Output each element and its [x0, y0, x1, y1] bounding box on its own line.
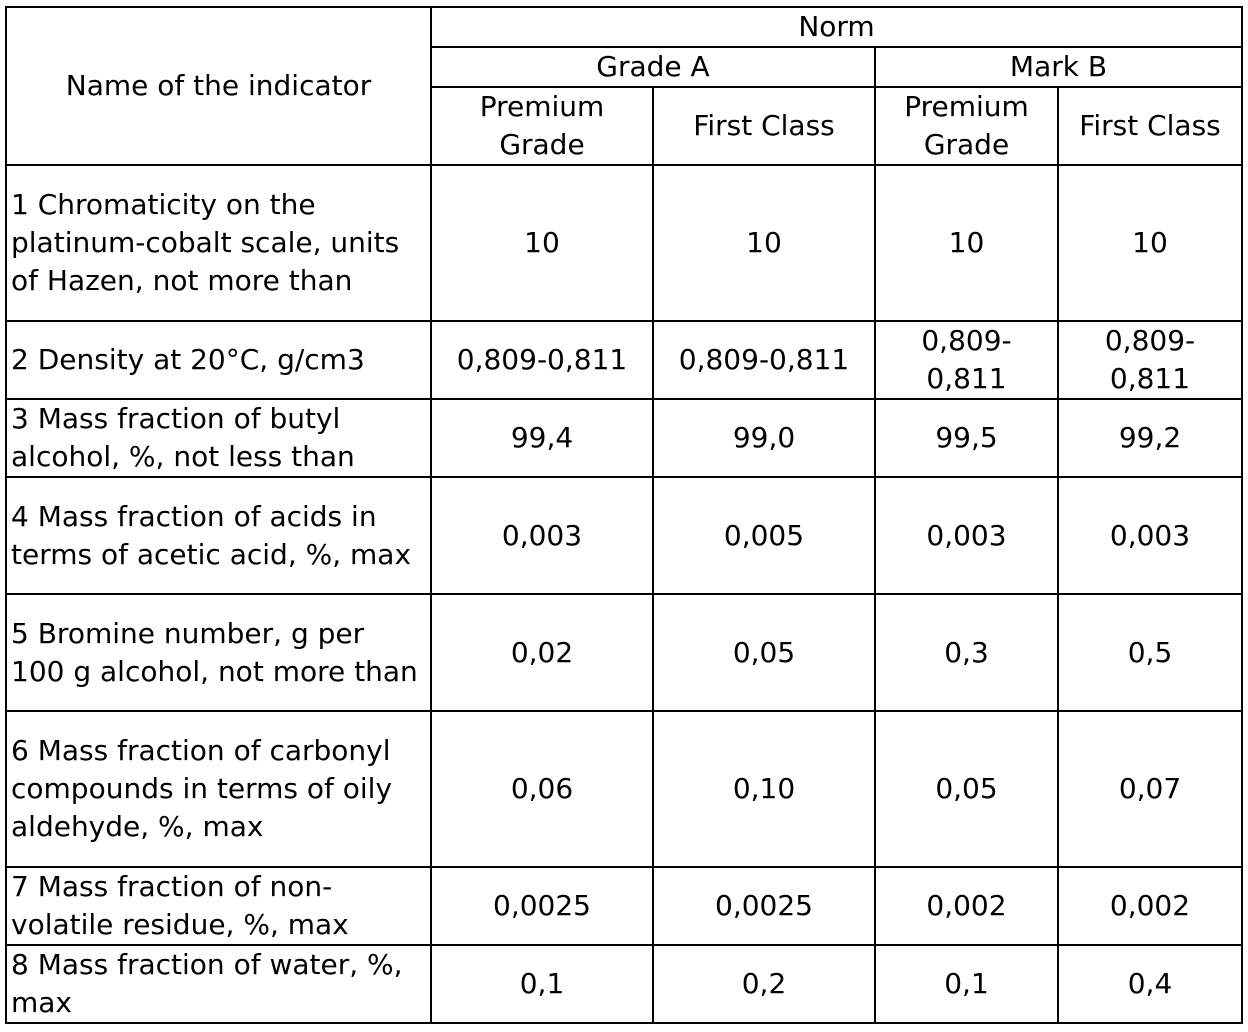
indicator-cell: 4 Mass fraction of acids in terms of ace…: [5, 476, 432, 595]
value-cell: 0,809-0,811: [874, 320, 1059, 400]
value-cell: 0,809-0,811: [652, 320, 876, 400]
value-cell: 0,002: [874, 866, 1059, 946]
table-row: 1 Chromaticity on the platinum-cobalt sc…: [5, 164, 1243, 322]
value-cell: 0,02: [430, 593, 654, 712]
indicator-cell: 2 Density at 20°C, g/cm3: [5, 320, 432, 400]
grade-a-header: Grade A: [430, 46, 876, 88]
value-cell: 0,2: [652, 944, 876, 1024]
value-cell: 10: [1057, 164, 1243, 322]
grade-a-premium-header: Premium Grade: [430, 86, 654, 166]
value-cell: 10: [874, 164, 1059, 322]
value-cell: 0,07: [1057, 710, 1243, 868]
mark-b-first-class-header: First Class: [1057, 86, 1243, 166]
value-cell: 99,2: [1057, 398, 1243, 478]
value-cell: 0,809-0,811: [430, 320, 654, 400]
value-cell: 10: [652, 164, 876, 322]
indicator-cell: 7 Mass fraction of non-volatile residue,…: [5, 866, 432, 946]
value-cell: 99,4: [430, 398, 654, 478]
table-row: 7 Mass fraction of non-volatile residue,…: [5, 866, 1243, 946]
header-row-groups: Grade A Mark B: [6, 46, 1243, 88]
indicator-cell: 1 Chromaticity on the platinum-cobalt sc…: [5, 164, 432, 322]
indicator-header: Name of the indicator: [5, 6, 432, 166]
indicator-cell: 3 Mass fraction of butyl alcohol, %, not…: [5, 398, 432, 478]
value-cell: 0,1: [874, 944, 1059, 1024]
value-cell: 0,005: [652, 476, 876, 595]
value-cell: 0,809-0,811: [1057, 320, 1243, 400]
value-cell: 99,5: [874, 398, 1059, 478]
indicator-cell: 5 Bromine number, g per 100 g alcohol, n…: [5, 593, 432, 712]
value-cell: 99,0: [652, 398, 876, 478]
value-cell: 0,4: [1057, 944, 1243, 1024]
value-cell: 0,003: [430, 476, 654, 595]
table-row: 2 Density at 20°C, g/cm3 0,809-0,811 0,8…: [5, 320, 1243, 400]
value-cell: 0,002: [1057, 866, 1243, 946]
norm-header: Norm: [430, 6, 1243, 48]
specification-table: Name of the indicator Norm Grade A Mark …: [5, 6, 1243, 1024]
value-cell: 0,0025: [430, 866, 654, 946]
indicator-cell: 8 Mass fraction of water, %, max: [5, 944, 432, 1024]
value-cell: 0,10: [652, 710, 876, 868]
value-cell: 10: [430, 164, 654, 322]
value-cell: 0,05: [874, 710, 1059, 868]
value-cell: 0,05: [652, 593, 876, 712]
value-cell: 0,0025: [652, 866, 876, 946]
mark-b-premium-header: Premium Grade: [874, 86, 1059, 166]
value-cell: 0,1: [430, 944, 654, 1024]
table-row: 6 Mass fraction of carbonyl compounds in…: [5, 710, 1243, 868]
table-row: 4 Mass fraction of acids in terms of ace…: [5, 476, 1243, 595]
header-row-norm: Name of the indicator Norm: [5, 6, 1243, 166]
value-cell: 0,5: [1057, 593, 1243, 712]
table-row: 8 Mass fraction of water, %, max 0,1 0,2…: [5, 944, 1243, 1024]
table-row: 3 Mass fraction of butyl alcohol, %, not…: [5, 398, 1243, 478]
grade-a-first-class-header: First Class: [652, 86, 876, 166]
table-row: 5 Bromine number, g per 100 g alcohol, n…: [5, 593, 1243, 712]
value-cell: 0,003: [1057, 476, 1243, 595]
value-cell: 0,3: [874, 593, 1059, 712]
header-row-classes: Premium Grade First Class Premium Grade …: [6, 86, 1243, 166]
mark-b-header: Mark B: [874, 46, 1243, 88]
value-cell: 0,06: [430, 710, 654, 868]
indicator-cell: 6 Mass fraction of carbonyl compounds in…: [5, 710, 432, 868]
value-cell: 0,003: [874, 476, 1059, 595]
